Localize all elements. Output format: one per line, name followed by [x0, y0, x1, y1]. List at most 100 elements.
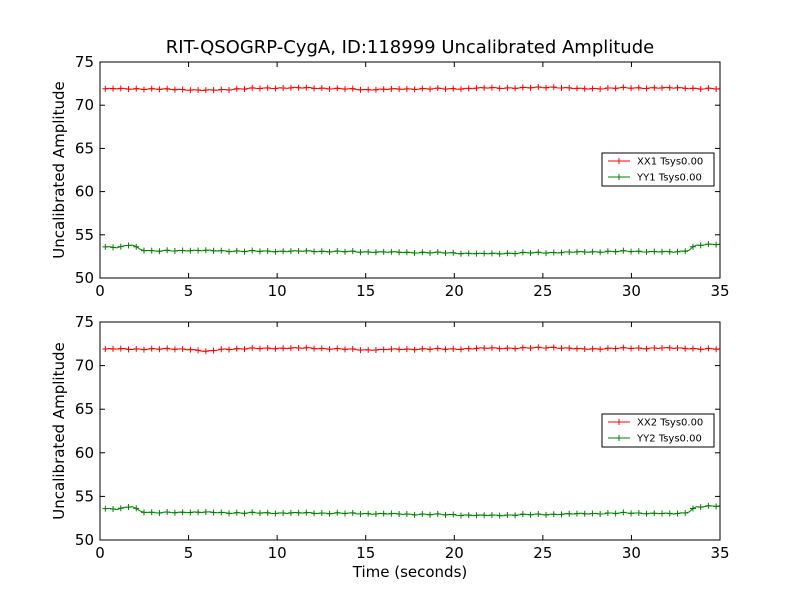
series-marker — [705, 241, 712, 248]
series-marker — [102, 505, 109, 512]
series-marker — [473, 512, 480, 519]
series-marker — [133, 85, 140, 92]
series-marker — [573, 248, 580, 255]
series-marker — [581, 345, 588, 352]
series-marker — [689, 85, 696, 92]
series-marker — [303, 344, 310, 351]
series-marker — [512, 345, 519, 352]
series-marker — [148, 247, 155, 254]
series-marker — [659, 345, 666, 352]
series-marker — [589, 345, 596, 352]
series-marker — [543, 345, 550, 352]
x-tick-label: 30 — [622, 282, 641, 300]
series-marker — [117, 345, 124, 352]
series-marker — [396, 86, 403, 93]
x-tick-label: 5 — [184, 282, 194, 300]
series-marker — [110, 345, 117, 352]
y-tick-label: 65 — [75, 139, 94, 157]
series-marker — [442, 346, 449, 353]
series-marker — [117, 505, 124, 512]
series-marker — [264, 509, 271, 516]
series-marker — [488, 344, 495, 351]
x-tick-label: 0 — [95, 282, 105, 300]
series-marker — [504, 250, 511, 257]
series-marker — [628, 345, 635, 352]
series-marker — [527, 250, 534, 257]
series-marker — [210, 247, 217, 254]
series-marker — [697, 242, 704, 249]
series-marker — [713, 241, 720, 248]
series-marker — [318, 85, 325, 92]
series-marker — [110, 244, 117, 251]
series-marker — [457, 512, 464, 519]
legend-entry: XX2 Tsys0.00 — [608, 418, 703, 429]
series-marker — [504, 511, 511, 518]
series-marker — [666, 344, 673, 351]
series-marker — [674, 345, 681, 352]
legend-box — [601, 152, 715, 187]
series-marker — [280, 248, 287, 255]
series-marker — [380, 86, 387, 93]
series-marker — [133, 345, 140, 352]
series-marker — [326, 86, 333, 93]
series-marker — [357, 249, 364, 256]
series-marker — [334, 509, 341, 516]
series-marker — [581, 510, 588, 517]
series-marker — [210, 347, 217, 354]
series-marker — [365, 346, 372, 353]
series-marker — [140, 86, 147, 93]
series-marker — [171, 248, 178, 255]
series-marker — [388, 346, 395, 353]
series-marker — [535, 249, 542, 256]
series-marker — [117, 243, 124, 250]
series-marker — [604, 84, 611, 91]
series-marker — [651, 344, 658, 351]
series-marker — [573, 510, 580, 517]
series-marker — [581, 85, 588, 92]
series-marker — [481, 250, 488, 257]
series-marker — [496, 512, 503, 519]
series-marker — [535, 344, 542, 351]
series-marker — [396, 249, 403, 256]
series-marker — [651, 510, 658, 517]
series-marker — [202, 509, 209, 516]
series-marker — [558, 84, 565, 91]
x-tick-label: 10 — [268, 282, 287, 300]
series-marker — [403, 510, 410, 517]
legend: XX2 Tsys0.00 YY2 Tsys0.00 — [601, 413, 715, 448]
series-marker — [597, 249, 604, 256]
series-marker — [496, 345, 503, 352]
series-marker — [457, 250, 464, 257]
series-marker — [403, 346, 410, 353]
series-marker — [311, 248, 318, 255]
series-marker — [604, 248, 611, 255]
series-marker — [427, 86, 434, 93]
series-marker — [125, 86, 132, 93]
series-marker — [187, 87, 194, 94]
series-marker — [481, 84, 488, 91]
series-marker — [674, 84, 681, 91]
series-marker — [349, 248, 356, 255]
series-marker — [264, 84, 271, 91]
series-marker — [303, 84, 310, 91]
series-marker — [357, 511, 364, 518]
series-marker — [233, 345, 240, 352]
x-tick-label: 5 — [184, 544, 194, 562]
y-axis-label: Uncalibrated Amplitude — [50, 81, 68, 258]
series-marker — [682, 85, 689, 92]
series-marker — [295, 84, 302, 91]
series-marker — [287, 345, 294, 352]
series-marker — [488, 250, 495, 257]
series-marker — [311, 345, 318, 352]
series-marker — [450, 345, 457, 352]
series-marker — [496, 85, 503, 92]
series-marker — [318, 248, 325, 255]
series-marker — [187, 247, 194, 254]
series-marker — [434, 345, 441, 352]
series-marker — [504, 84, 511, 91]
series-marker — [365, 86, 372, 93]
series-marker — [666, 248, 673, 255]
series-marker — [566, 248, 573, 255]
series-marker — [465, 85, 472, 92]
